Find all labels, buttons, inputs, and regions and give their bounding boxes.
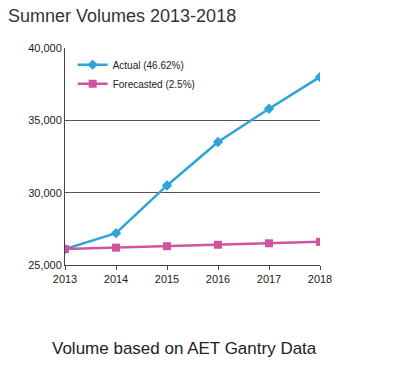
svg-text:Actual (46.62%): Actual (46.62%) xyxy=(113,60,184,71)
svg-text:2017: 2017 xyxy=(257,273,281,285)
svg-text:35,000: 35,000 xyxy=(28,114,62,126)
svg-text:2015: 2015 xyxy=(155,273,179,285)
svg-text:Sumner Volumes 2013-2018: Sumner Volumes 2013-2018 xyxy=(8,6,236,26)
svg-text:30,000: 30,000 xyxy=(28,187,62,199)
svg-text:Forecasted (2.5%): Forecasted (2.5%) xyxy=(113,79,195,90)
svg-text:40,000: 40,000 xyxy=(28,42,62,54)
svg-text:2016: 2016 xyxy=(206,273,230,285)
svg-text:Volume based on AET Gantry Dat: Volume based on AET Gantry Data xyxy=(52,339,317,358)
svg-text:2014: 2014 xyxy=(104,273,128,285)
svg-text:25,000: 25,000 xyxy=(28,259,62,271)
svg-text:2013: 2013 xyxy=(53,273,77,285)
svg-text:2018: 2018 xyxy=(308,273,332,285)
